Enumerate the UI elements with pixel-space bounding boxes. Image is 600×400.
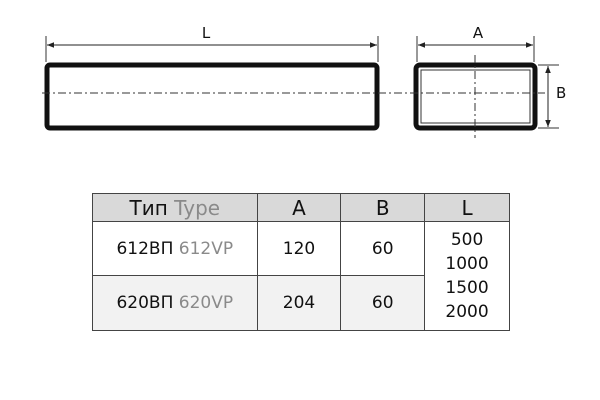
table-header-row: Тип Type A B L: [92, 193, 510, 222]
dimension-a: A: [416, 24, 535, 62]
lengths-cell: 500 1000 1500 2000: [424, 221, 510, 331]
header-type: Тип Type: [92, 193, 258, 222]
type-cell: 612ВП 612VP: [92, 221, 258, 276]
dimension-l: L: [45, 24, 379, 62]
length-value: 2000: [445, 302, 489, 322]
a-cell: 120: [256, 221, 342, 276]
length-value: 500: [450, 230, 484, 250]
table-row: 620ВП 620VP 204 60: [92, 275, 510, 331]
header-l: L: [424, 193, 510, 222]
header-a: A: [256, 193, 342, 222]
dim-b-label: B: [556, 84, 566, 102]
end-view: [413, 55, 538, 138]
dim-a-label: A: [473, 24, 484, 42]
side-view: [44, 62, 380, 131]
dim-l-label: L: [202, 24, 211, 42]
header-b: B: [340, 193, 426, 222]
length-value: 1500: [445, 278, 489, 298]
table-row: 612ВП 612VP 120 60 500 1000 1500 2000: [92, 221, 510, 331]
type-cell: 620ВП 620VP: [92, 275, 258, 331]
dimension-b: B: [538, 64, 566, 129]
a-cell: 204: [256, 275, 342, 331]
dimensions-table: Тип Type A B L 612ВП 612VP 120 60 500 10…: [92, 193, 510, 331]
duct-drawing: L A B: [42, 24, 566, 138]
b-cell: 60: [340, 275, 426, 331]
b-cell: 60: [340, 221, 426, 276]
length-value: 1000: [445, 254, 489, 274]
